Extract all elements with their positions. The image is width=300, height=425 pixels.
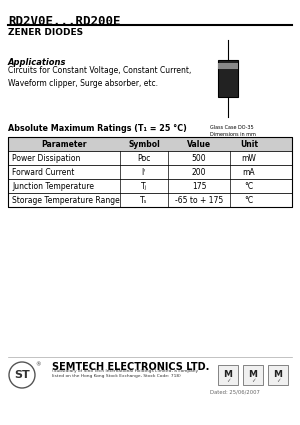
Text: ®: ® [35,363,40,368]
Text: RD2V0E...RD200E: RD2V0E...RD200E [8,15,121,28]
Text: ✓: ✓ [276,378,280,383]
Text: Dated: 25/06/2007: Dated: 25/06/2007 [210,389,260,394]
Bar [8,151,292,165]
Text: °C: °C [244,196,253,204]
Text: Glass Case DO-35
Dimensions in mm: Glass Case DO-35 Dimensions in mm [210,125,256,136]
Text: Applications: Applications [8,58,67,67]
Text: °C: °C [244,181,253,190]
Text: 500: 500 [192,153,206,162]
Text: ZENER DIODES: ZENER DIODES [8,28,83,37]
Text: 175: 175 [192,181,206,190]
Bar [8,179,292,193]
Text: Symbol: Symbol [128,139,160,148]
Bar [8,137,292,151]
Text: ✓: ✓ [251,378,255,383]
Text: Value: Value [187,139,211,148]
Text: Tₛ: Tₛ [140,196,148,204]
Text: Parameter: Parameter [41,139,87,148]
Bar [268,365,288,385]
Text: Junction Temperature: Junction Temperature [12,181,94,190]
Text: ST: ST [14,370,30,380]
Bar [243,365,263,385]
Text: -65 to + 175: -65 to + 175 [175,196,223,204]
Bar [218,60,238,97]
Bar [8,193,292,207]
Text: ✓: ✓ [226,378,230,383]
Text: Forward Current: Forward Current [12,167,74,176]
Text: Pᴅᴄ: Pᴅᴄ [137,153,151,162]
Text: M: M [274,370,283,379]
Bar [8,165,292,179]
Text: Circuits for Constant Voltage, Constant Current,
Waveform clipper, Surge absorbe: Circuits for Constant Voltage, Constant … [8,66,191,88]
Text: M: M [224,370,232,379]
Text: mA: mA [243,167,255,176]
Text: Unit: Unit [240,139,258,148]
Bar [8,137,292,207]
Bar [218,63,238,69]
Text: 200: 200 [192,167,206,176]
Text: Absolute Maximum Ratings (T₁ = 25 °C): Absolute Maximum Ratings (T₁ = 25 °C) [8,124,187,133]
Text: mW: mW [242,153,256,162]
Text: Power Dissipation: Power Dissipation [12,153,80,162]
Bar [218,365,238,385]
Text: M: M [248,370,257,379]
Text: Tⱼ: Tⱼ [141,181,147,190]
Text: Iᶠ: Iᶠ [142,167,146,176]
Text: Storage Temperature Range: Storage Temperature Range [12,196,120,204]
Text: (Subsidiary of Sino Tech International Holdings Limited, a company
listed on the: (Subsidiary of Sino Tech International H… [52,369,198,378]
Text: SEMTECH ELECTRONICS LTD.: SEMTECH ELECTRONICS LTD. [52,362,209,372]
